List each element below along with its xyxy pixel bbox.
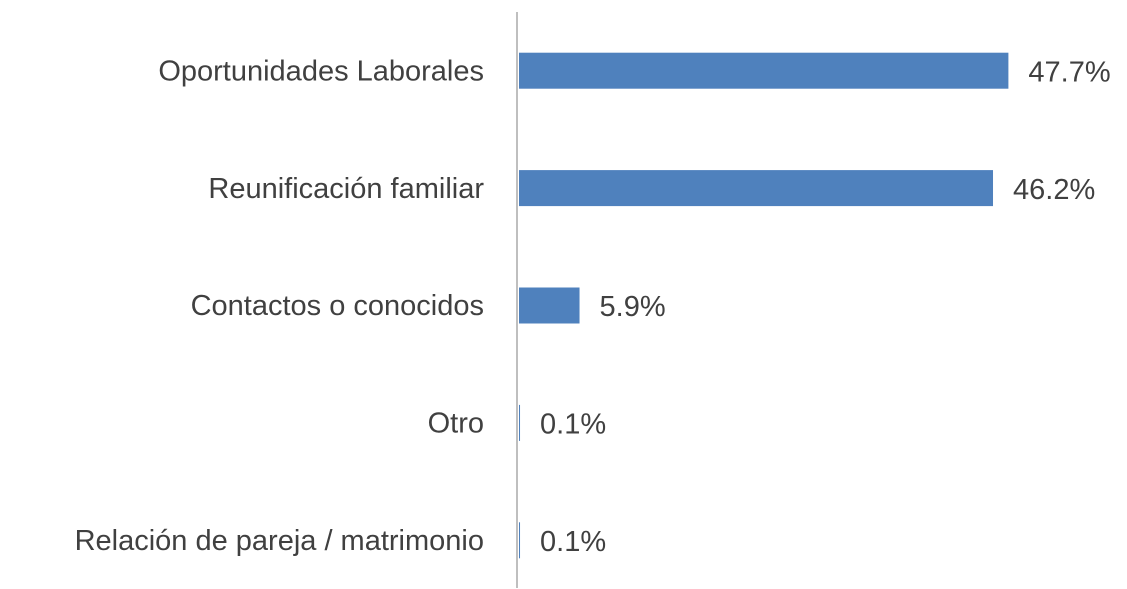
category-label: Relación de pareja / matrimonio [75, 525, 484, 557]
value-label: 0.1% [540, 526, 606, 558]
bar [519, 52, 1009, 89]
value-label: 0.1% [540, 409, 606, 441]
bar [519, 522, 521, 559]
bar [519, 170, 994, 207]
bar [519, 404, 521, 441]
category-label: Otro [428, 408, 484, 440]
value-label: 47.7% [1028, 56, 1110, 88]
category-label: Oportunidades Laborales [158, 55, 484, 87]
bar [519, 287, 580, 324]
category-label: Reunificación familiar [208, 173, 484, 205]
category-label: Contactos o conocidos [191, 290, 484, 322]
value-label: 46.2% [1013, 174, 1095, 206]
value-label: 5.9% [600, 291, 666, 323]
